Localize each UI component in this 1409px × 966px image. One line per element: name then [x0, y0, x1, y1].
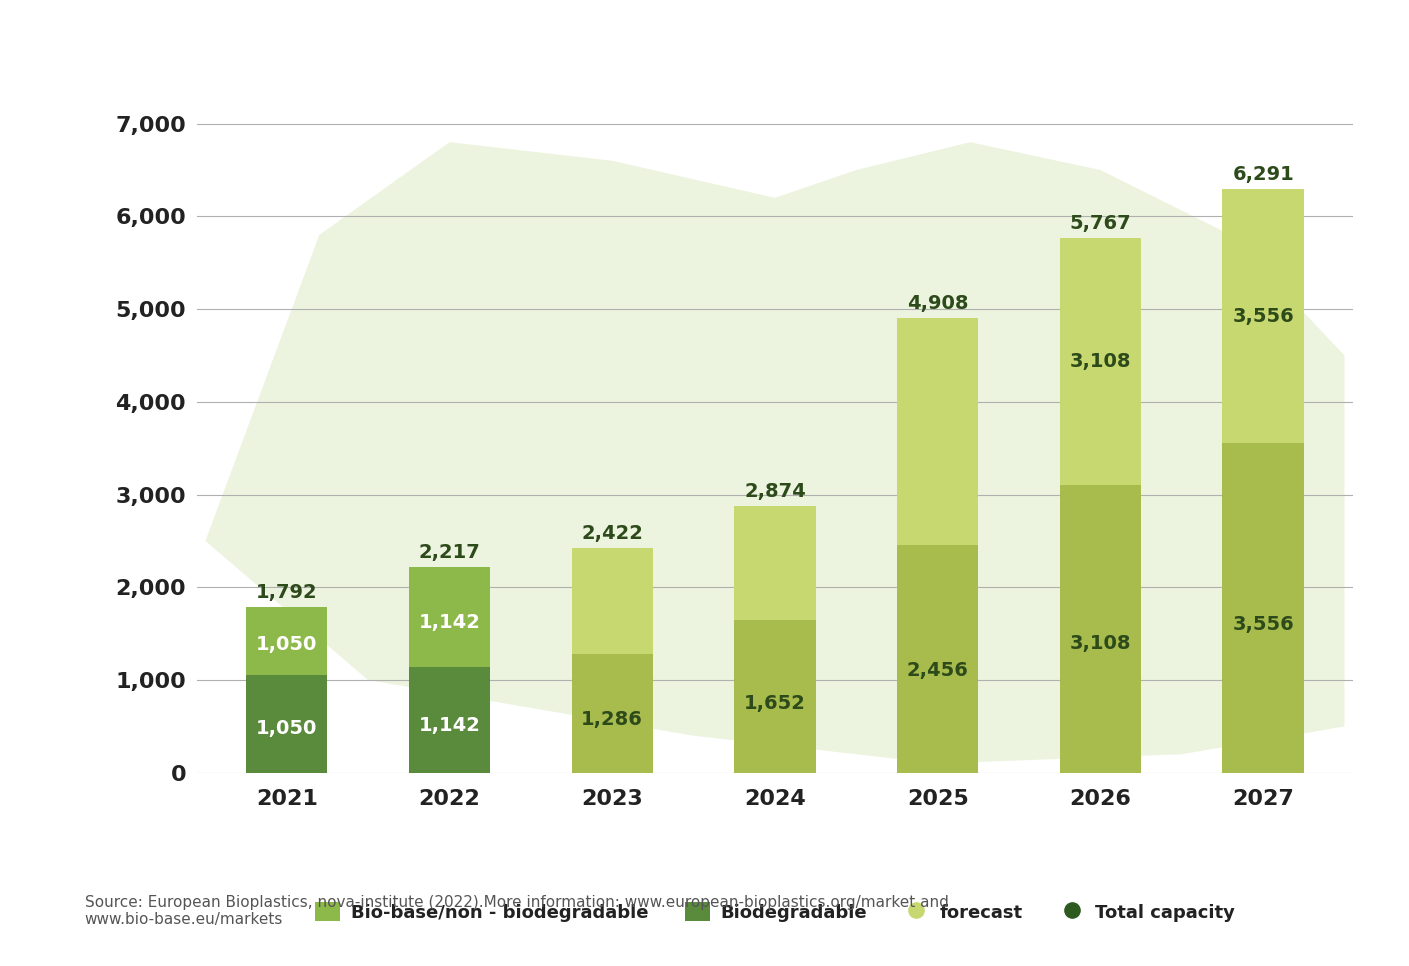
- Bar: [1060, 238, 1141, 485]
- Text: 1,142: 1,142: [418, 612, 480, 632]
- Bar: [898, 545, 978, 773]
- Legend: Bio-base/non - biodegradable, Biodegradable, forecast, Total capacity: Bio-base/non - biodegradable, Biodegrada…: [306, 894, 1244, 930]
- Text: 3,556: 3,556: [1233, 615, 1293, 634]
- Bar: [247, 675, 327, 773]
- Text: 2,874: 2,874: [744, 482, 806, 501]
- Bar: [734, 619, 816, 773]
- Text: 3,556: 3,556: [1233, 307, 1293, 326]
- Text: 2,217: 2,217: [418, 543, 480, 562]
- Text: 2,456: 2,456: [907, 661, 968, 680]
- Bar: [572, 548, 652, 654]
- Text: 6,291: 6,291: [1233, 165, 1293, 185]
- Text: 1,050: 1,050: [256, 635, 317, 654]
- Bar: [247, 607, 327, 675]
- Polygon shape: [206, 142, 1344, 763]
- Text: 5,767: 5,767: [1069, 213, 1131, 233]
- Bar: [409, 567, 490, 667]
- Bar: [1223, 443, 1303, 773]
- Bar: [1060, 485, 1141, 773]
- Bar: [898, 318, 978, 545]
- Bar: [409, 667, 490, 773]
- Text: 1,286: 1,286: [582, 710, 643, 728]
- Text: 1,652: 1,652: [744, 695, 806, 713]
- Bar: [1223, 189, 1303, 443]
- Text: 2,422: 2,422: [582, 525, 643, 543]
- Bar: [572, 654, 652, 773]
- Bar: [734, 506, 816, 619]
- Text: 3,108: 3,108: [1069, 634, 1131, 653]
- Text: 1,142: 1,142: [418, 716, 480, 734]
- Text: Source: European Bioplastics, nova-institute (2022).More information: www.europe: Source: European Bioplastics, nova-insti…: [85, 895, 948, 927]
- Text: 1,050: 1,050: [256, 720, 317, 738]
- Text: 4,908: 4,908: [907, 294, 968, 313]
- Text: 1,792: 1,792: [256, 582, 317, 602]
- Text: 3,108: 3,108: [1069, 352, 1131, 371]
